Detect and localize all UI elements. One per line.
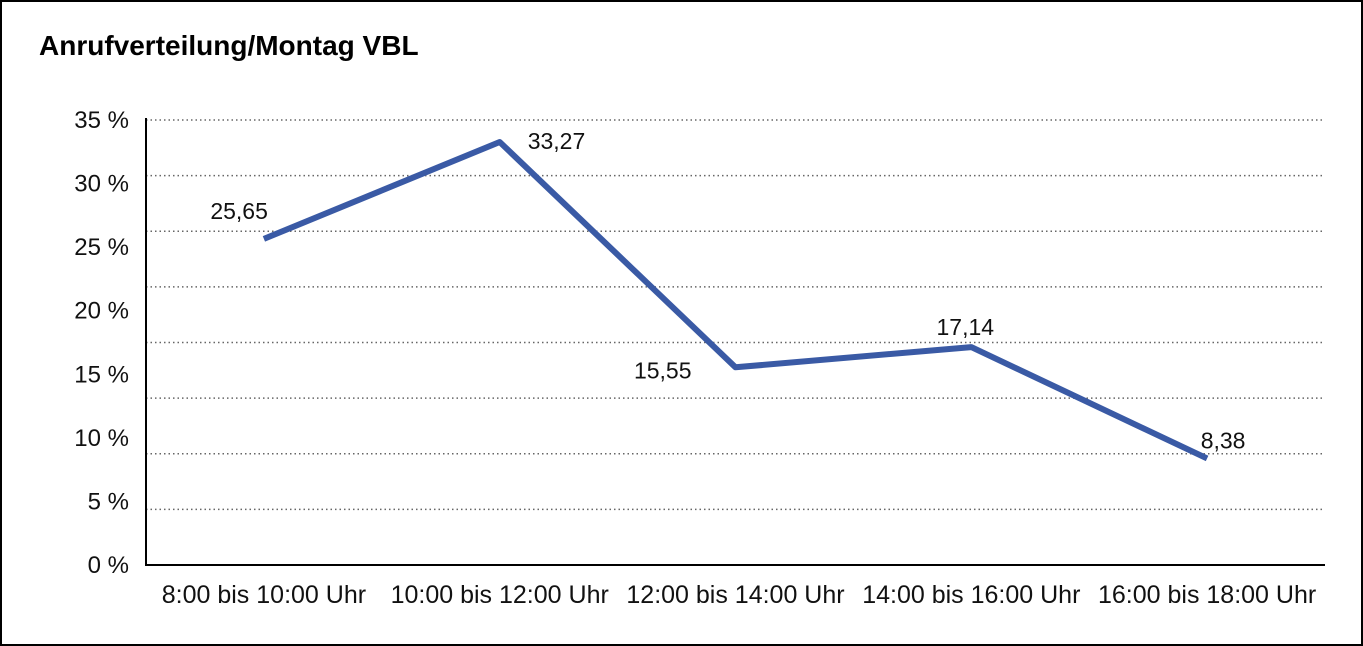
data-label: 25,65	[210, 198, 268, 224]
y-tick-label: 35 %	[74, 107, 129, 134]
y-tick-label: 15 %	[74, 361, 129, 388]
x-tick-label: 8:00 bis 10:00 Uhr	[162, 581, 366, 609]
data-label: 15,55	[634, 357, 692, 383]
y-tick-label: 30 %	[74, 171, 129, 198]
y-tick-label: 20 %	[74, 298, 129, 325]
series-line	[262, 138, 1209, 462]
x-tick-label: 12:00 bis 14:00 Uhr	[626, 581, 844, 609]
data-label: 33,27	[528, 128, 586, 154]
x-tick-label: 16:00 bis 18:00 Uhr	[1098, 581, 1316, 609]
data-label: 8,38	[1201, 427, 1246, 453]
y-tick-label: 10 %	[74, 425, 129, 452]
y-tick-label: 5 %	[88, 488, 129, 515]
chart-title: Anrufverteilung/Montag VBL	[39, 30, 419, 61]
x-tick-label: 14:00 bis 16:00 Uhr	[862, 581, 1080, 609]
y-tick-label: 25 %	[74, 234, 129, 261]
x-tick-label: 10:00 bis 12:00 Uhr	[391, 581, 609, 609]
y-tick-label: 0 %	[88, 552, 129, 579]
data-label: 17,14	[937, 314, 995, 340]
